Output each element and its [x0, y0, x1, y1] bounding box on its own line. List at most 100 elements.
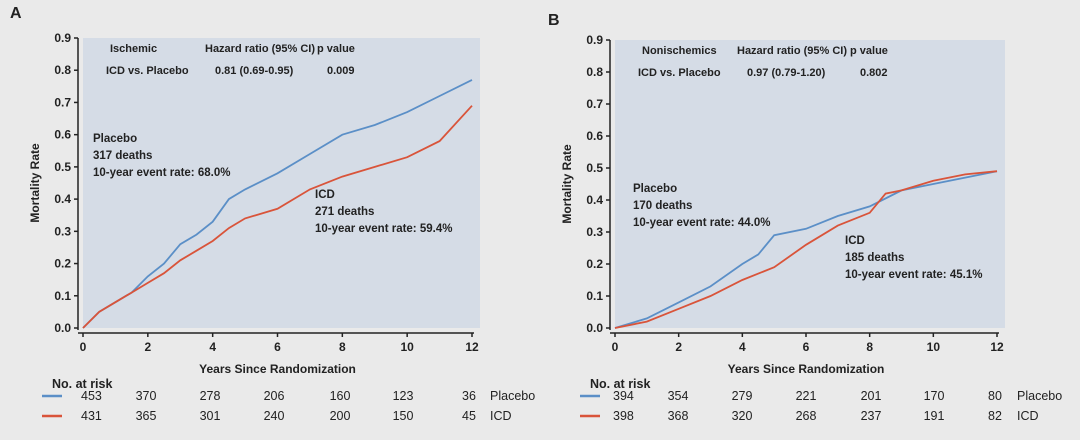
table-header: p value — [317, 43, 355, 55]
at-risk-count: 191 — [924, 409, 945, 423]
y-tick-label: 0.8 — [586, 65, 603, 79]
y-tick-label: 0.9 — [586, 33, 603, 47]
at-risk-series-name: Placebo — [490, 389, 535, 403]
series-annotation: 317 deaths — [93, 150, 152, 162]
series-annotation: 10-year event rate: 45.1% — [845, 269, 982, 281]
y-tick-label: 0.6 — [586, 129, 603, 143]
y-tick-label: 0.0 — [586, 321, 603, 335]
table-header: Ischemic — [110, 43, 157, 55]
table-cell: ICD vs. Placebo — [638, 67, 721, 79]
y-tick-label: 0.5 — [586, 161, 603, 175]
x-tick-label: 4 — [739, 340, 746, 354]
at-risk-count: 278 — [200, 389, 221, 403]
at-risk-count: 45 — [462, 409, 476, 423]
at-risk-count: 394 — [613, 389, 634, 403]
series-annotation: ICD — [845, 235, 865, 247]
at-risk-count: 36 — [462, 389, 476, 403]
at-risk-count: 240 — [264, 409, 285, 423]
y-tick-label: 0.6 — [54, 128, 71, 142]
y-tick-label: 0.4 — [54, 192, 71, 206]
at-risk-count: 370 — [136, 389, 157, 403]
x-tick-label: 6 — [274, 340, 281, 354]
series-annotation: 170 deaths — [633, 200, 692, 212]
x-tick-label: 12 — [990, 340, 1004, 354]
y-tick-label: 0.7 — [586, 97, 603, 111]
y-tick-label: 0.3 — [586, 225, 603, 239]
at-risk-count: 201 — [861, 389, 882, 403]
table-cell: 0.009 — [327, 65, 355, 77]
at-risk-count: 82 — [988, 409, 1002, 423]
at-risk-series-name: Placebo — [1017, 389, 1062, 403]
series-annotation: ICD — [315, 189, 335, 201]
x-tick-label: 2 — [675, 340, 682, 354]
y-tick-label: 0.1 — [586, 289, 603, 303]
at-risk-count: 398 — [613, 409, 634, 423]
series-annotation: 10-year event rate: 44.0% — [633, 217, 770, 229]
series-annotation: 10-year event rate: 68.0% — [93, 167, 230, 179]
at-risk-count: 206 — [264, 389, 285, 403]
plot-area — [83, 38, 480, 328]
y-tick-label: 0.2 — [586, 257, 603, 271]
series-annotation: Placebo — [633, 183, 677, 195]
at-risk-count: 431 — [81, 409, 102, 423]
table-header: p value — [850, 45, 888, 57]
table-header: Hazard ratio (95% CI) — [205, 43, 315, 55]
x-axis-label: Years Since Randomization — [728, 362, 885, 376]
table-header: Hazard ratio (95% CI) — [737, 45, 847, 57]
x-tick-label: 10 — [400, 340, 414, 354]
y-tick-label: 0.2 — [54, 257, 71, 271]
x-tick-label: 8 — [339, 340, 346, 354]
table-cell: 0.802 — [860, 67, 888, 79]
at-risk-count: 354 — [668, 389, 689, 403]
at-risk-count: 170 — [924, 389, 945, 403]
plot-area — [615, 40, 1005, 328]
at-risk-count: 160 — [330, 389, 351, 403]
series-line-placebo — [614, 170, 998, 329]
at-risk-count: 200 — [330, 409, 351, 423]
table-header: Nonischemics — [642, 45, 717, 57]
x-tick-label: 0 — [80, 340, 87, 354]
x-tick-label: 8 — [866, 340, 873, 354]
series-annotation: 10-year event rate: 59.4% — [315, 223, 452, 235]
at-risk-count: 80 — [988, 389, 1002, 403]
y-tick-label: 0.3 — [54, 224, 71, 238]
table-cell: ICD vs. Placebo — [106, 65, 189, 77]
at-risk-count: 365 — [136, 409, 157, 423]
panel-label: A — [10, 5, 22, 22]
panel-label: B — [548, 12, 560, 29]
y-axis-label: Mortality Rate — [28, 143, 42, 223]
table-cell: 0.81 (0.69-0.95) — [215, 65, 294, 77]
at-risk-count: 150 — [393, 409, 414, 423]
at-risk-count: 237 — [861, 409, 882, 423]
y-tick-label: 0.0 — [54, 321, 71, 335]
at-risk-count: 301 — [200, 409, 221, 423]
at-risk-count: 279 — [732, 389, 753, 403]
series-annotation: Placebo — [93, 133, 137, 145]
x-tick-label: 6 — [803, 340, 810, 354]
y-axis-label: Mortality Rate — [560, 144, 574, 224]
x-tick-label: 0 — [612, 340, 619, 354]
series-annotation: 271 deaths — [315, 206, 374, 218]
at-risk-series-name: ICD — [1017, 409, 1039, 423]
x-tick-label: 4 — [209, 340, 216, 354]
at-risk-count: 123 — [393, 389, 414, 403]
x-axis-label: Years Since Randomization — [199, 362, 356, 376]
at-risk-count: 368 — [668, 409, 689, 423]
y-tick-label: 0.4 — [586, 193, 603, 207]
y-tick-label: 0.9 — [54, 31, 71, 45]
y-tick-label: 0.1 — [54, 289, 71, 303]
at-risk-label: No. at risk — [52, 377, 112, 391]
y-tick-label: 0.5 — [54, 160, 71, 174]
y-tick-label: 0.8 — [54, 63, 71, 77]
table-cell: 0.97 (0.79-1.20) — [747, 67, 826, 79]
at-risk-series-name: ICD — [490, 409, 512, 423]
series-line-icd — [82, 105, 473, 329]
x-tick-label: 2 — [144, 340, 151, 354]
at-risk-count: 268 — [796, 409, 817, 423]
x-tick-label: 10 — [927, 340, 941, 354]
series-annotation: 185 deaths — [845, 252, 904, 264]
series-line-icd — [614, 170, 998, 329]
at-risk-count: 320 — [732, 409, 753, 423]
at-risk-label: No. at risk — [590, 377, 650, 391]
